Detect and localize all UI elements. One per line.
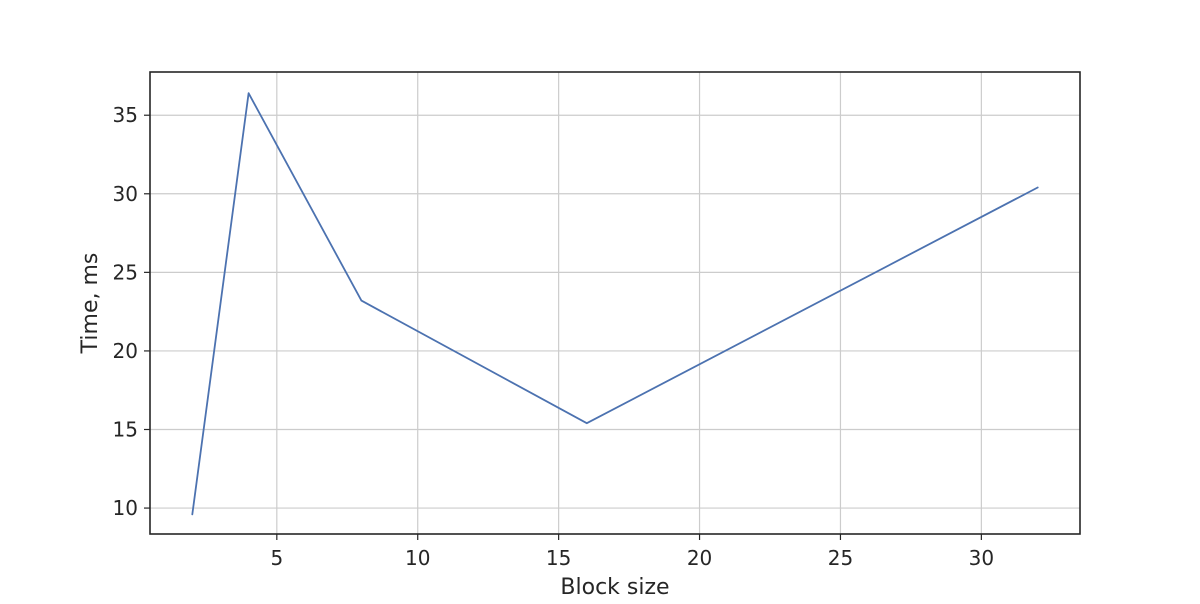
y-tick-label: 10 [113, 496, 138, 520]
x-tick-label: 15 [546, 546, 571, 570]
x-tick-label: 25 [828, 546, 853, 570]
x-axis-title: Block size [560, 575, 669, 600]
y-tick-label: 15 [113, 418, 138, 442]
grid [150, 72, 1080, 534]
y-axis-title: Time, ms [78, 253, 103, 355]
x-tick-label: 20 [687, 546, 712, 570]
x-tick-label: 5 [270, 546, 283, 570]
y-tick-label: 35 [113, 103, 138, 127]
tick-layer: 5 10 15 20 25 30 10 15 20 25 30 35 [113, 103, 995, 570]
series-line [192, 93, 1037, 514]
y-tick-label: 20 [113, 339, 138, 363]
y-tick-label: 25 [113, 260, 138, 284]
y-tick-label: 30 [113, 182, 138, 206]
x-tick-label: 10 [405, 546, 430, 570]
x-tick-label: 30 [969, 546, 994, 570]
plot-frame [150, 72, 1080, 534]
series-layer [192, 93, 1037, 514]
